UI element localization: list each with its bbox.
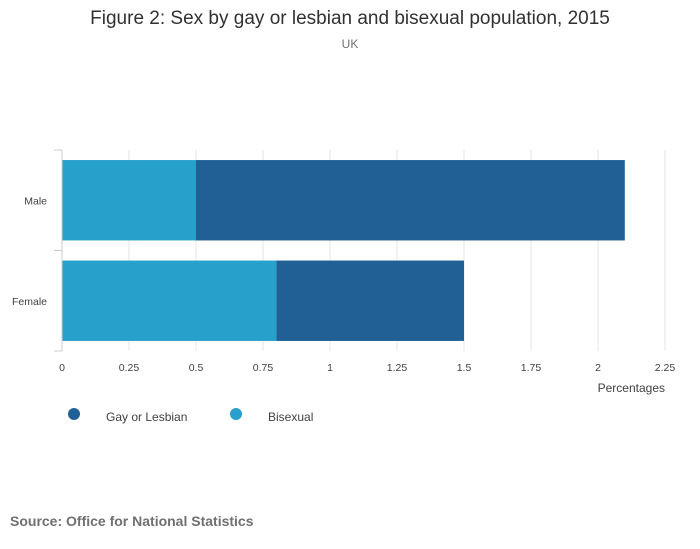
source-note: Source: Office for National Statistics (10, 513, 254, 529)
legend-label: Gay or Lesbian (106, 410, 187, 424)
x-tick-label: 1.5 (457, 362, 472, 374)
bar-female-bisexual (62, 260, 277, 341)
category-labels: Male Female (12, 149, 62, 352)
legend-swatch (230, 408, 242, 420)
chart-title: Figure 2: Sex by gay or lesbian and bise… (90, 8, 610, 29)
x-tick-labels: 0 0.25 0.5 0.75 1 1.25 1.5 1.75 2 2.25 (59, 362, 675, 374)
bar-female-gay-or-lesbian (276, 260, 464, 341)
category-label-male: Male (24, 195, 47, 207)
x-tick-label: 1.25 (387, 362, 408, 374)
x-tick-label: 0.75 (253, 362, 274, 374)
bar-male-bisexual (62, 160, 196, 241)
bars (62, 160, 625, 341)
x-tick-label: 0 (59, 362, 65, 374)
x-tick-label: 0.25 (119, 362, 140, 374)
chart-subtitle: UK (342, 37, 359, 51)
x-tick-label: 2.25 (655, 362, 676, 374)
x-tick-label: 1.75 (521, 362, 542, 374)
x-tick-label: 0.5 (189, 362, 204, 374)
x-tick-label: 2 (595, 362, 601, 374)
legend-label: Bisexual (268, 410, 313, 424)
legend: Gay or Lesbian Bisexual (68, 408, 313, 424)
category-label-female: Female (12, 296, 47, 308)
bar-male-gay-or-lesbian (196, 160, 625, 241)
x-tick-label: 1 (327, 362, 333, 374)
legend-swatch (68, 408, 80, 420)
x-axis-title: Percentages (598, 381, 665, 395)
